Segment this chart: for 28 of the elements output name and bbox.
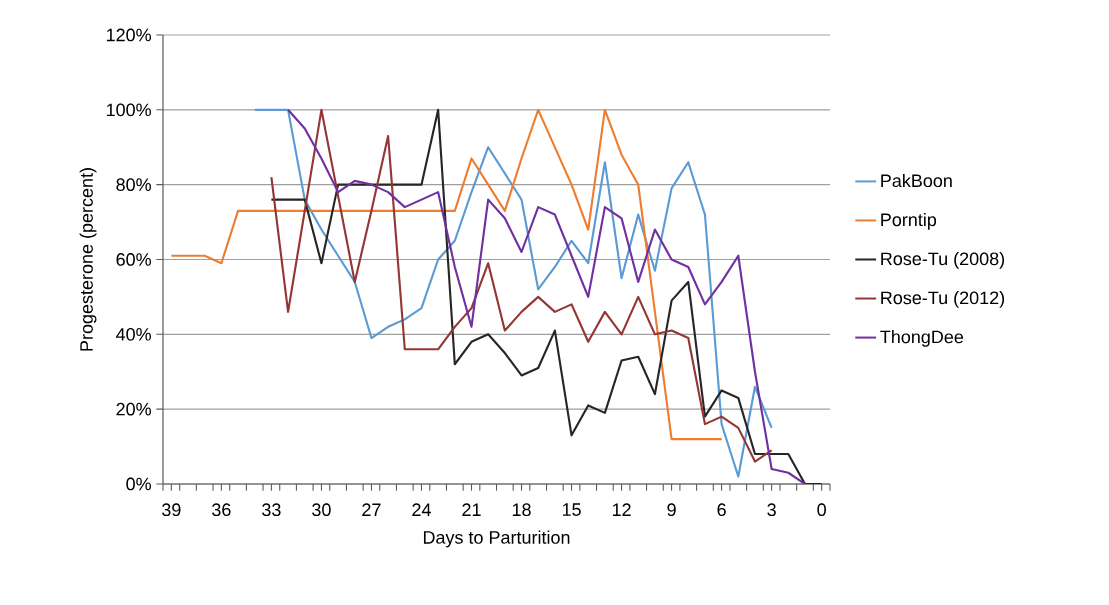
legend-label: Rose-Tu (2012): [881, 291, 1005, 308]
x-axis-title: Days to Parturition: [423, 530, 570, 548]
x-tick-label: 0: [817, 503, 826, 517]
y-tick-label: 80%: [116, 178, 151, 192]
x-tick-label: 15: [562, 503, 581, 516]
legend-label: ThongDee: [880, 330, 964, 347]
x-tick-label: 9: [667, 503, 676, 517]
y-tick-label: 120%: [106, 28, 151, 42]
x-tick-label: 21: [462, 503, 481, 516]
y-tick-label: 40%: [116, 327, 151, 341]
legend-label: PakBoon: [881, 173, 952, 188]
y-tick-label: 20%: [116, 402, 151, 416]
x-tick-label: 39: [162, 503, 181, 517]
x-tick-label: 3: [767, 503, 776, 517]
legend-label: Porntip: [881, 212, 937, 230]
legend-label: Rose-Tu (2008): [881, 251, 1005, 269]
x-tick-label: 18: [512, 503, 531, 517]
x-tick-label: 33: [262, 503, 281, 517]
x-tick-label: 12: [612, 503, 631, 516]
x-tick-label: 6: [717, 503, 726, 517]
y-tick-label: 60%: [116, 253, 151, 266]
x-tick-label: 30: [312, 503, 331, 517]
x-tick-label: 27: [362, 503, 381, 516]
x-tick-label: 36: [212, 503, 231, 517]
x-tick-label: 24: [412, 503, 431, 516]
y-tick-label: 100%: [106, 103, 151, 117]
y-axis-title: Progesterone (percent): [79, 168, 97, 351]
y-tick-label: 0%: [126, 477, 151, 491]
